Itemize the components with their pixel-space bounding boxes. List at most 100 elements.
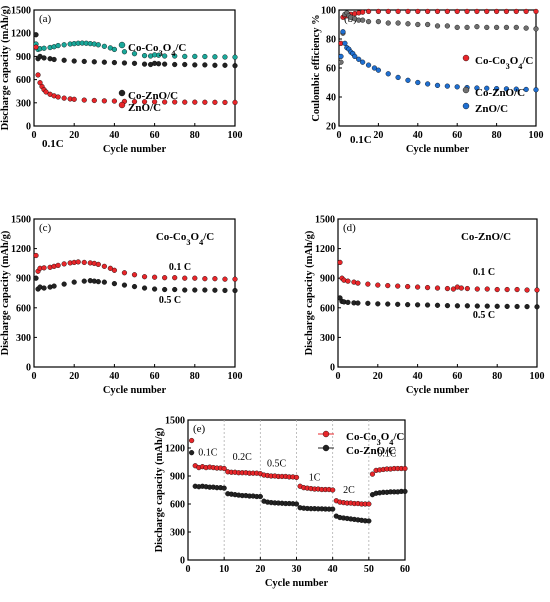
data-point [61,261,67,267]
data-point [365,19,372,25]
data-point [415,21,421,28]
data-point [121,282,128,288]
y-tick-label: 1200 [315,244,335,255]
data-point [222,287,228,294]
data-point [212,276,218,282]
data-point [338,59,344,65]
data-point [355,300,361,306]
data-point [55,94,61,100]
data-point [434,302,441,308]
series-co-co3o4-c [33,40,238,60]
data-point [534,304,540,310]
data-point [55,262,61,268]
data-point [434,8,441,15]
data-point [111,46,118,53]
data-point [444,303,451,309]
data-point [152,99,158,105]
legend-label: Co-Co3O4/C [346,431,404,447]
legend-label: Co-Co3O4/C [128,42,186,58]
data-point [474,8,480,15]
data-point [192,275,198,281]
data-point [152,274,158,280]
data-point [395,20,401,26]
legend-marker [322,430,330,438]
data-point [172,275,178,281]
data-point [172,53,178,59]
data-point [513,8,519,15]
data-point [405,283,411,290]
data-point [360,59,366,65]
data-point [474,286,480,292]
data-point [162,61,168,67]
data-point [212,287,218,293]
data-point [172,99,178,105]
data-point [464,24,470,31]
y-tick-label: 40 [326,93,336,104]
series-co-co3o4-c [189,437,408,507]
data-point [111,59,118,66]
data-point [189,437,195,444]
data-point [424,284,431,291]
data-point [434,23,441,29]
data-point [81,58,87,65]
data-point [91,97,97,104]
data-point [366,501,372,507]
data-point [202,62,208,68]
legend-label: Co-ZnO/C [475,87,525,99]
data-point [533,87,539,93]
data-point [121,60,128,66]
series-label: 0.1 C [169,262,191,273]
y-axis-label: Discharge capacity (mAh/g) [304,230,315,355]
data-point [41,55,47,61]
panel-a: 0 20 40 60 80 100 0 300 600 900 1200 1500 Cycle numb… [0,5,243,155]
data-point [474,24,480,30]
data-point [345,278,351,284]
x-tick-label: 100 [228,130,243,141]
data-point [342,40,348,46]
y-tick-label: 300 [170,528,185,539]
rate-label: 0.2C [233,452,253,463]
data-point [221,465,227,472]
data-point [95,261,101,267]
data-point [454,84,460,90]
y-axis-label: Discharge capacity (mAh/g) [154,427,165,552]
y-axis-label: Discharge capacity (mAh/g) [0,230,11,355]
data-point [51,283,57,289]
chart-title: Co-Co3O4/C [156,231,214,247]
data-point [81,259,87,266]
data-point [375,282,381,288]
data-point [345,299,351,305]
data-point [232,276,238,282]
data-point [337,259,343,266]
data-point [41,265,47,271]
data-point [141,99,148,105]
data-point [524,287,530,293]
panel-label: (c) [39,222,52,234]
data-point [202,287,208,293]
data-point [385,283,391,289]
x-tick-label: 0 [32,130,37,141]
x-tick-label: 0 [336,371,341,382]
legend-marker [118,41,126,49]
y-tick-label: 900 [16,274,31,285]
data-point [156,52,162,58]
x-tick-label: 20 [373,130,383,141]
data-point [71,58,77,64]
data-point [95,42,101,48]
x-axis-label: Cycle number [103,385,167,396]
data-point [434,82,441,89]
x-tick-label: 60 [150,130,160,141]
panel-label: (e) [193,423,206,435]
data-point [425,21,431,28]
data-point [162,275,168,281]
data-point [513,86,519,92]
data-point [503,24,510,31]
data-point [474,85,480,91]
data-point [41,285,47,291]
data-point [232,287,238,294]
data-point [484,303,490,309]
data-point [222,99,228,106]
data-point [182,99,188,105]
data-point [33,44,39,50]
